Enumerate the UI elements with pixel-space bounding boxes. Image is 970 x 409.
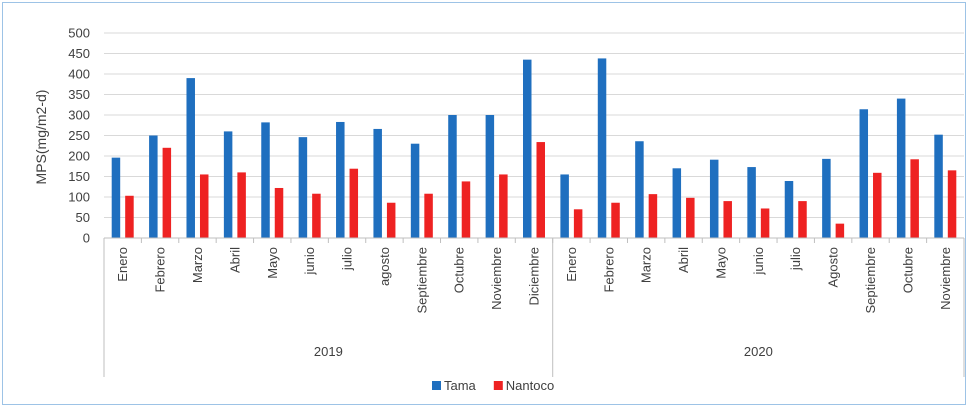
gridlines: 0 50 100 150 200 250 300 350 400 450 500	[68, 26, 964, 246]
bar-nantoco	[162, 147, 172, 238]
bar-tama	[784, 181, 794, 238]
axes: Enero Febrero Marzo Abril Mayo junio julio agos…	[103, 237, 965, 377]
bar-tama	[448, 115, 457, 238]
bar-tama	[336, 121, 345, 238]
x-tick-label: Marzo	[639, 247, 654, 283]
bar-nantoco	[611, 202, 620, 238]
bar-nantoco	[686, 197, 695, 238]
x-tick-label: Mayo	[265, 247, 280, 279]
bar-tama	[597, 58, 607, 238]
y-tick-label: 400	[68, 67, 90, 82]
y-tick-label: 300	[68, 108, 90, 123]
y-tick-label: 200	[68, 149, 90, 164]
bar-nantoco	[312, 193, 321, 238]
bar-tama	[822, 158, 831, 238]
x-tick-label: Abril	[676, 247, 691, 273]
legend-label: Nantoco	[506, 378, 554, 393]
x-tick-label: Diciembre	[527, 247, 542, 306]
bar-tama	[523, 59, 532, 239]
bar-nantoco	[573, 209, 583, 238]
bar-nantoco	[835, 223, 845, 238]
y-tick-label: 150	[68, 169, 90, 184]
bar-tama	[672, 168, 682, 238]
bar-tama	[149, 135, 158, 238]
x-tick-label: Agosto	[826, 247, 841, 287]
bar-nantoco	[760, 208, 770, 238]
bar-nantoco	[798, 201, 807, 238]
x-tick-label: Mayo	[713, 247, 728, 279]
bar-nantoco	[499, 174, 508, 238]
bar-nantoco	[648, 194, 658, 238]
bar-nantoco	[873, 172, 882, 238]
bar-tama	[373, 128, 382, 238]
bar-tama	[261, 122, 270, 238]
x-tick-label: Enero	[564, 247, 579, 282]
legend: Tama Nantoco	[432, 378, 554, 393]
bar-tama	[934, 134, 943, 238]
x-tick-label: agosto	[377, 247, 392, 286]
bar-tama	[298, 137, 308, 238]
x-tick-label: Febrero	[601, 247, 616, 293]
x-tick-label: junio	[751, 247, 766, 275]
bar-tama	[709, 159, 719, 238]
x-tick-label: Octubre	[900, 247, 915, 293]
bar-nantoco	[910, 159, 919, 238]
x-tick-label: Septiembre	[863, 247, 878, 313]
bar-nantoco	[424, 193, 433, 238]
bar-nantoco	[536, 142, 545, 238]
bar-nantoco	[199, 174, 209, 238]
x-tick-label: Noviembre	[489, 247, 504, 310]
x-tick-label: Febrero	[153, 247, 168, 293]
bar-tama	[635, 141, 644, 238]
bar-tama	[186, 78, 195, 238]
y-tick-label: 0	[83, 231, 90, 246]
bar-tama	[111, 157, 121, 238]
x-tick-label: Enero	[115, 247, 130, 282]
legend-label: Tama	[444, 378, 477, 393]
x-tick-label: julio	[340, 247, 355, 271]
y-tick-label: 50	[76, 210, 90, 225]
bar-tama	[410, 143, 420, 238]
bar-nantoco	[461, 181, 471, 238]
bar-tama	[747, 167, 756, 238]
legend-swatch-nantoco	[493, 381, 503, 390]
bar-nantoco	[125, 195, 134, 238]
bar-nantoco	[947, 170, 957, 238]
bar-tama	[896, 98, 906, 238]
y-tick-label: 100	[68, 190, 90, 205]
x-tick-label: Abril	[227, 247, 242, 273]
x-tick-label: Marzo	[190, 247, 205, 283]
bar-nantoco	[274, 187, 284, 238]
bar-tama	[859, 109, 869, 238]
bar-nantoco	[386, 202, 396, 238]
bar-tama	[223, 131, 233, 238]
x-tick-label: Octubre	[452, 247, 467, 293]
x-tick-label: junio	[302, 247, 317, 275]
y-tick-label: 250	[68, 128, 90, 143]
group-label: 2019	[314, 344, 343, 359]
bar-tama	[560, 174, 569, 238]
bars	[111, 58, 957, 239]
y-tick-label: 450	[68, 46, 90, 61]
bar-tama	[485, 115, 495, 238]
x-tick-label: julio	[788, 247, 803, 271]
y-axis-label: MPS(mg/m2-d)	[33, 90, 49, 185]
x-tick-label: Septiembre	[414, 247, 429, 313]
bar-nantoco	[349, 168, 359, 238]
y-tick-label: 500	[68, 26, 90, 41]
x-tick-label: Noviembre	[938, 247, 953, 310]
bar-nantoco	[237, 172, 246, 238]
group-label: 2020	[744, 344, 773, 359]
bar-nantoco	[723, 201, 732, 238]
y-tick-label: 350	[68, 87, 90, 102]
legend-swatch-tama	[432, 381, 441, 390]
